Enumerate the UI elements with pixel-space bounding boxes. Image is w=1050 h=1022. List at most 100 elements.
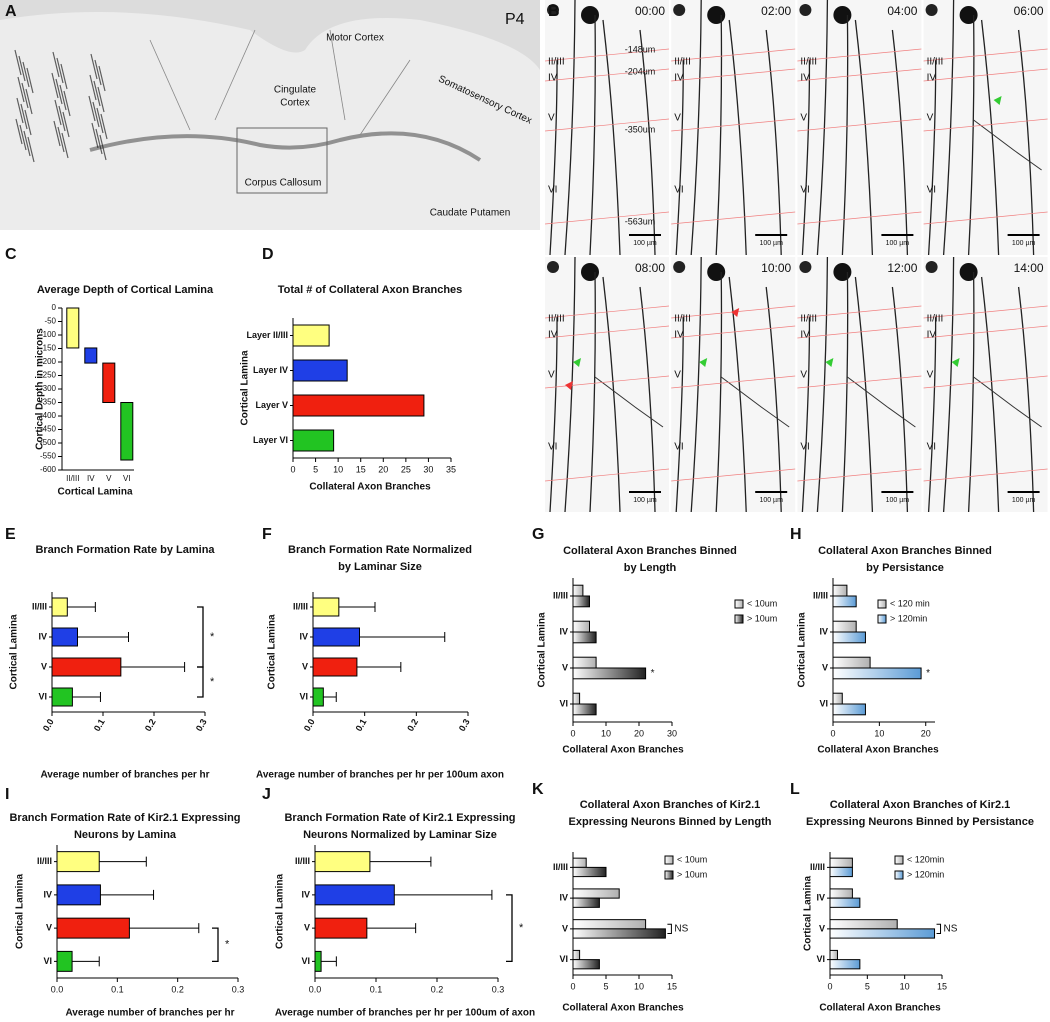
error-bar <box>356 662 402 672</box>
chart-title: by Length <box>624 562 677 574</box>
frame-image <box>671 257 796 512</box>
y-tick-label: II/III <box>810 862 825 872</box>
axon <box>1017 286 1035 513</box>
bar <box>572 919 647 930</box>
layer-label: IV <box>548 73 558 84</box>
x-tick-label: 0.1 <box>370 984 383 994</box>
neuron-trace <box>92 101 100 128</box>
scale-bar-label: 100 µm <box>633 497 657 504</box>
layer-label: VI <box>927 185 936 196</box>
branch <box>720 376 790 428</box>
y-tick-label: V <box>822 662 828 672</box>
error-bar <box>120 662 186 672</box>
bar <box>292 324 330 347</box>
legend-label: < 120min <box>907 854 944 864</box>
panel-letter: K <box>532 781 544 798</box>
layer-label: IV <box>927 330 937 341</box>
layer-label: VI <box>927 442 936 453</box>
chart-title: Expressing Neurons Binned by Length <box>569 816 772 828</box>
y-tick-label: IV <box>816 893 825 903</box>
bar <box>572 897 600 908</box>
neuron-trace <box>90 53 98 80</box>
neuron-trace <box>15 118 23 145</box>
region-boundary <box>329 29 346 121</box>
x-tick-label: 30 <box>667 728 677 738</box>
y-tick-label: VI <box>559 698 568 708</box>
bar <box>51 597 68 617</box>
axon <box>589 14 596 256</box>
axon <box>967 14 975 256</box>
bar <box>572 949 581 961</box>
neuron-trace <box>19 124 27 151</box>
bar <box>314 884 395 906</box>
soma <box>799 261 812 273</box>
axon <box>980 19 1000 256</box>
y-tick-label: IV <box>559 893 568 903</box>
y-tick-label: -250 <box>40 371 57 380</box>
axon <box>942 256 955 513</box>
chart-title: by Laminar Size <box>338 561 422 573</box>
axon <box>967 271 975 513</box>
y-axis-title: Cortical Lamina <box>803 876 814 951</box>
layer-label: IV <box>674 73 684 84</box>
neuron-trace <box>93 80 101 107</box>
layer-boundary <box>923 118 1048 132</box>
bar <box>832 692 843 705</box>
x-axis-title: Average number of branches per hr per 10… <box>275 1008 535 1019</box>
error-bar <box>369 856 432 867</box>
chart-title: Branch Formation Rate of Kir2.1 Expressi… <box>284 812 515 824</box>
x-tick-label: 10 <box>333 464 343 474</box>
y-axis-title: Cortical Lamina <box>537 612 548 687</box>
chart-title: Neurons by Lamina <box>74 829 177 841</box>
axon <box>891 29 909 256</box>
frame-image <box>923 0 1048 255</box>
axon <box>564 0 576 256</box>
axon <box>602 19 621 256</box>
layer-label: VI <box>548 442 557 453</box>
x-tick-label: 0.2 <box>431 984 444 994</box>
scale-bar-label: 100 µm <box>1012 240 1036 247</box>
panel-letter: D <box>262 246 274 263</box>
neuron-trace <box>96 107 104 134</box>
x-axis-title: Collateral Axon Branches <box>817 745 939 756</box>
x-tick-label: 5 <box>603 981 608 991</box>
soma <box>925 261 938 273</box>
panel-letter: A <box>5 3 17 20</box>
x-tick-label: 15 <box>937 981 947 991</box>
frame-image <box>545 257 669 512</box>
x-tick-label: 35 <box>446 464 456 474</box>
y-tick-label: Layer VI <box>253 435 288 445</box>
y-tick-label: II/III <box>813 590 828 600</box>
legend-label: > 120min <box>907 869 944 879</box>
y-tick-label: -300 <box>40 384 57 393</box>
y-tick-label: II/III <box>553 862 568 872</box>
neuron-trace <box>57 126 65 153</box>
layer-boundary <box>671 211 796 225</box>
y-tick-label: VI <box>38 691 47 701</box>
axon <box>639 29 656 256</box>
frame-image <box>671 0 796 255</box>
bar <box>312 627 360 647</box>
legend-label: < 120 min <box>890 598 930 608</box>
neuron-trace <box>63 90 71 117</box>
panel-letter: F <box>262 526 272 543</box>
layer-label: II/III <box>548 57 565 68</box>
y-tick-label: IV <box>43 889 52 899</box>
legend-swatch <box>894 855 904 865</box>
neuron-trace <box>18 55 26 82</box>
panel-letter: G <box>532 526 544 543</box>
chart-title: Branch Formation Rate Normalized <box>288 544 472 556</box>
layer-label: II/III <box>674 314 691 325</box>
axon <box>854 276 874 513</box>
layer-label: VI <box>800 185 809 196</box>
x-tick-label: 0.3 <box>232 984 245 994</box>
y-tick-label: V <box>819 923 825 933</box>
timestamp: 12:00 <box>887 261 917 275</box>
branch <box>847 376 916 428</box>
layer-boundary <box>671 118 796 132</box>
branch <box>973 119 1042 171</box>
bar <box>572 888 620 899</box>
neuron-trace <box>88 95 96 122</box>
y-tick-label: -200 <box>40 357 57 366</box>
significance-label: * <box>651 668 655 679</box>
